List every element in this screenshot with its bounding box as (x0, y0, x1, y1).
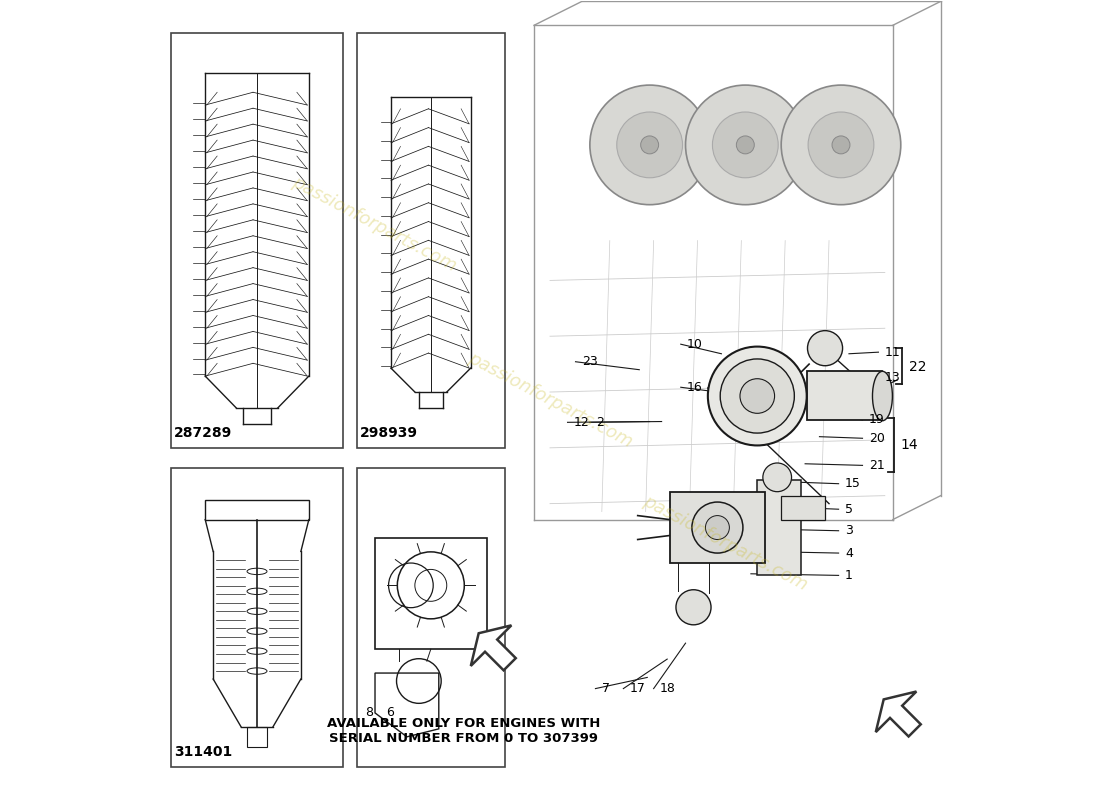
Bar (172, 34, 343, 448)
Circle shape (708, 346, 806, 446)
Circle shape (640, 136, 659, 154)
Bar (206, 500, 309, 519)
Text: 8: 8 (365, 706, 373, 719)
Circle shape (676, 590, 711, 625)
Text: 298939: 298939 (361, 426, 418, 440)
Text: 4: 4 (845, 546, 853, 559)
Circle shape (763, 463, 792, 492)
Text: 1: 1 (845, 569, 853, 582)
Circle shape (740, 378, 774, 414)
Text: passionforparts.com: passionforparts.com (640, 493, 811, 594)
Circle shape (781, 85, 901, 205)
Text: 16: 16 (688, 381, 703, 394)
Text: 23: 23 (582, 355, 597, 368)
Circle shape (832, 136, 850, 154)
Text: 11: 11 (884, 346, 901, 358)
Text: 20: 20 (869, 432, 884, 445)
Bar (358, 468, 505, 766)
Polygon shape (876, 691, 921, 737)
Bar (172, 468, 343, 766)
Text: 12: 12 (574, 416, 590, 429)
Circle shape (713, 112, 778, 178)
Text: 10: 10 (688, 338, 703, 350)
Text: AVAILABLE ONLY FOR ENGINES WITH
SERIAL NUMBER FROM 0 TO 307399: AVAILABLE ONLY FOR ENGINES WITH SERIAL N… (327, 717, 601, 745)
Bar (375, 538, 486, 649)
Circle shape (590, 85, 710, 205)
Ellipse shape (872, 371, 892, 421)
Circle shape (705, 515, 729, 539)
Text: 14: 14 (901, 438, 918, 452)
Bar (248, 727, 266, 746)
Text: 3: 3 (845, 524, 853, 538)
Bar (781, 496, 825, 519)
Bar (358, 34, 505, 448)
Text: 18: 18 (660, 682, 675, 695)
Bar (806, 370, 882, 420)
Text: 13: 13 (884, 371, 901, 384)
Text: 5: 5 (845, 502, 853, 516)
Circle shape (720, 359, 794, 433)
Text: 311401: 311401 (174, 745, 232, 758)
Bar (757, 480, 801, 575)
Text: 21: 21 (869, 459, 884, 472)
Circle shape (807, 330, 843, 366)
Circle shape (808, 112, 873, 178)
Text: 15: 15 (845, 478, 861, 490)
Text: 6: 6 (386, 706, 394, 719)
Polygon shape (471, 626, 516, 670)
Text: passionforparts.com: passionforparts.com (465, 349, 635, 451)
Circle shape (736, 136, 755, 154)
Text: 17: 17 (629, 682, 646, 695)
Text: 2: 2 (596, 416, 604, 429)
Bar (670, 492, 766, 563)
Text: 19: 19 (869, 414, 884, 426)
Text: 287289: 287289 (174, 426, 232, 440)
Circle shape (685, 85, 805, 205)
Text: passionforparts.com: passionforparts.com (289, 174, 460, 276)
Circle shape (692, 502, 742, 553)
Text: 7: 7 (602, 682, 609, 695)
Text: 22: 22 (909, 359, 926, 374)
Circle shape (617, 112, 682, 178)
